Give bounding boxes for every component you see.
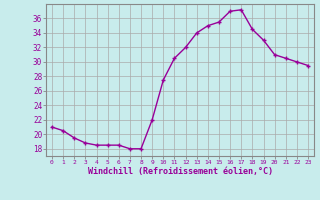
X-axis label: Windchill (Refroidissement éolien,°C): Windchill (Refroidissement éolien,°C): [87, 167, 273, 176]
